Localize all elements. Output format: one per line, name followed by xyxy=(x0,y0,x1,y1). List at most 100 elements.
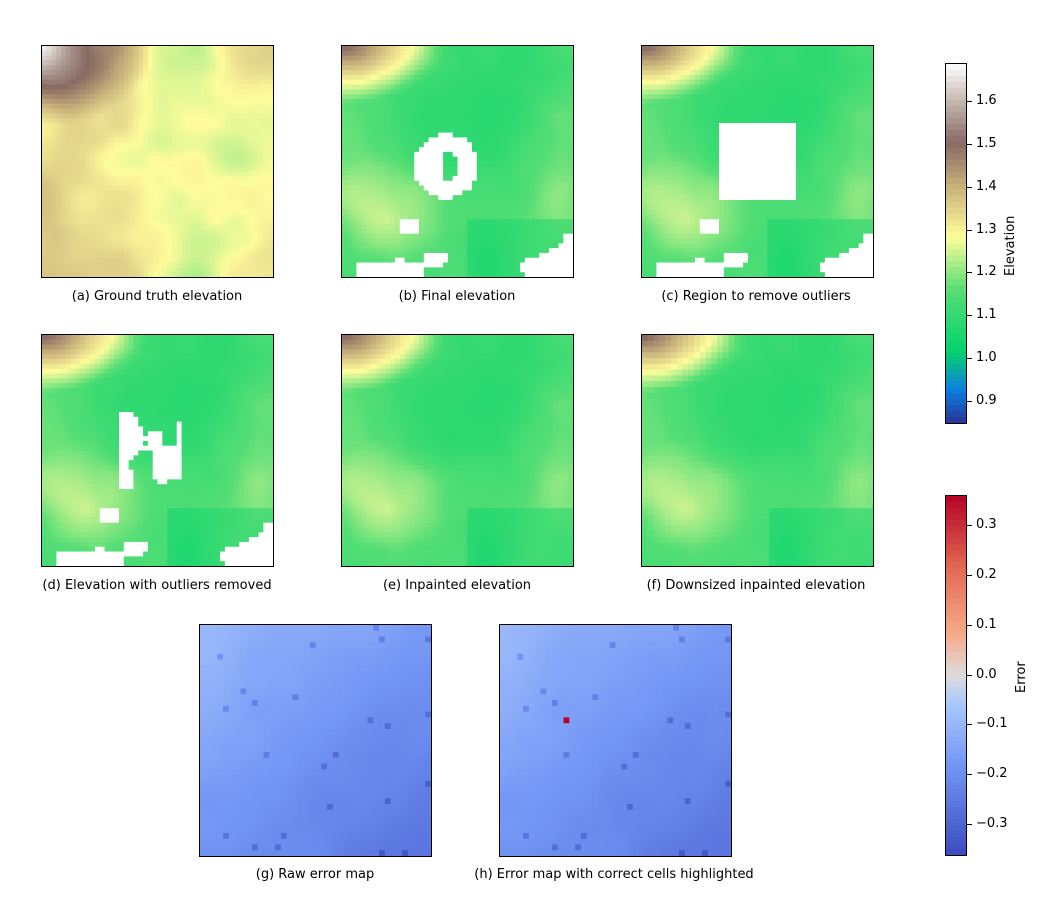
heatmap-cell xyxy=(244,195,250,201)
heatmap-cell xyxy=(544,180,550,187)
heatmap-cell xyxy=(205,113,212,119)
heatmap-cell xyxy=(248,243,255,249)
heatmap-cell xyxy=(553,55,560,62)
heatmap-cell xyxy=(529,252,536,259)
heatmap-cell xyxy=(119,243,125,249)
heatmap-cell xyxy=(157,195,163,201)
heatmap-cell xyxy=(515,238,521,244)
heatmap-cell xyxy=(457,161,463,167)
heatmap-cell xyxy=(510,113,516,119)
heatmap-cell xyxy=(85,89,91,95)
heatmap-cell xyxy=(805,46,812,52)
heatmap-cell xyxy=(229,238,236,244)
heatmap-cell xyxy=(486,233,492,240)
heatmap-cell xyxy=(510,89,516,95)
heatmap-cell xyxy=(452,175,459,182)
heatmap-cell xyxy=(162,84,168,90)
heatmap-cell xyxy=(810,74,816,81)
heatmap-cell xyxy=(109,103,115,110)
heatmap-cell xyxy=(409,70,415,76)
heatmap-cell xyxy=(385,200,391,206)
heatmap-cell xyxy=(486,224,492,230)
heatmap-cell xyxy=(200,98,207,105)
heatmap-cell xyxy=(210,238,216,244)
heatmap-cell xyxy=(220,70,226,76)
heatmap-cell xyxy=(157,94,163,100)
heatmap-cell xyxy=(138,147,144,153)
heatmap-cell xyxy=(394,156,401,163)
heatmap-cell xyxy=(104,46,110,52)
heatmap-cell xyxy=(443,55,449,62)
heatmap-cell xyxy=(496,108,502,114)
heatmap-cell xyxy=(171,175,178,182)
heatmap-cell xyxy=(61,98,67,105)
heatmap-cell xyxy=(500,65,507,71)
heatmap-cell xyxy=(520,161,526,167)
heatmap-cell xyxy=(94,214,101,220)
heatmap-cell xyxy=(186,224,192,230)
heatmap-cell xyxy=(433,257,439,264)
heatmap-cell xyxy=(176,161,183,167)
heatmap-cell xyxy=(385,204,391,211)
heatmap-cell xyxy=(462,103,468,110)
heatmap-cell xyxy=(104,272,110,277)
heatmap-cell xyxy=(239,98,245,105)
heatmap-cell xyxy=(500,224,507,230)
heatmap-cell xyxy=(234,262,240,268)
heatmap-cell xyxy=(553,84,560,90)
heatmap-cell xyxy=(133,151,139,158)
heatmap-cell xyxy=(375,46,382,52)
heatmap-cell xyxy=(147,70,154,76)
heatmap-cell xyxy=(224,84,231,90)
heatmap-cell xyxy=(66,200,72,206)
heatmap-cell xyxy=(544,142,550,148)
heatmap-cell xyxy=(366,166,372,172)
heatmap-cell xyxy=(99,74,106,81)
heatmap-cell xyxy=(229,267,236,273)
heatmap-cell xyxy=(496,151,502,158)
heatmap-cell xyxy=(467,84,473,90)
heatmap-cell xyxy=(234,94,240,100)
heatmap-cell xyxy=(568,46,573,52)
heatmap-cell xyxy=(94,166,101,172)
heatmap-cell xyxy=(414,113,420,119)
heatmap-cell xyxy=(462,142,468,148)
heatmap-cell xyxy=(90,89,96,95)
heatmap-cell xyxy=(94,238,101,244)
heatmap-cell xyxy=(486,84,492,90)
heatmap-cell xyxy=(268,224,273,230)
heatmap-cell xyxy=(375,142,382,148)
heatmap-cell xyxy=(568,156,573,163)
heatmap-cell xyxy=(167,214,173,220)
heatmap-cell xyxy=(215,50,221,57)
heatmap-cell xyxy=(520,74,526,81)
heatmap-cell xyxy=(848,60,855,66)
heatmap-cell xyxy=(70,171,77,177)
heatmap-cell xyxy=(85,262,91,268)
heatmap-cell xyxy=(200,204,207,211)
heatmap-cell xyxy=(75,46,82,52)
heatmap-cell xyxy=(863,55,869,62)
heatmap-cell xyxy=(248,180,255,187)
heatmap-cell xyxy=(66,262,72,268)
heatmap-cell xyxy=(133,108,139,114)
heatmap-cell xyxy=(42,103,48,110)
heatmap-cell xyxy=(46,89,53,95)
heatmap-cell xyxy=(244,262,250,268)
heatmap-cell xyxy=(385,60,391,66)
heatmap-cell xyxy=(738,74,744,81)
heatmap-cell xyxy=(457,94,463,100)
heatmap-cell xyxy=(258,190,264,196)
heatmap-cell xyxy=(510,272,516,277)
heatmap-cell xyxy=(152,219,159,225)
heatmap-cell xyxy=(380,151,386,158)
heatmap-cell xyxy=(253,185,260,191)
heatmap-cell xyxy=(152,224,159,230)
heatmap-cell xyxy=(409,209,415,216)
heatmap-cell xyxy=(210,50,216,57)
heatmap-cell xyxy=(419,166,425,172)
heatmap-cell xyxy=(181,204,187,211)
heatmap-cell xyxy=(452,214,459,220)
heatmap-cell xyxy=(258,272,264,277)
heatmap-cell xyxy=(157,233,163,240)
